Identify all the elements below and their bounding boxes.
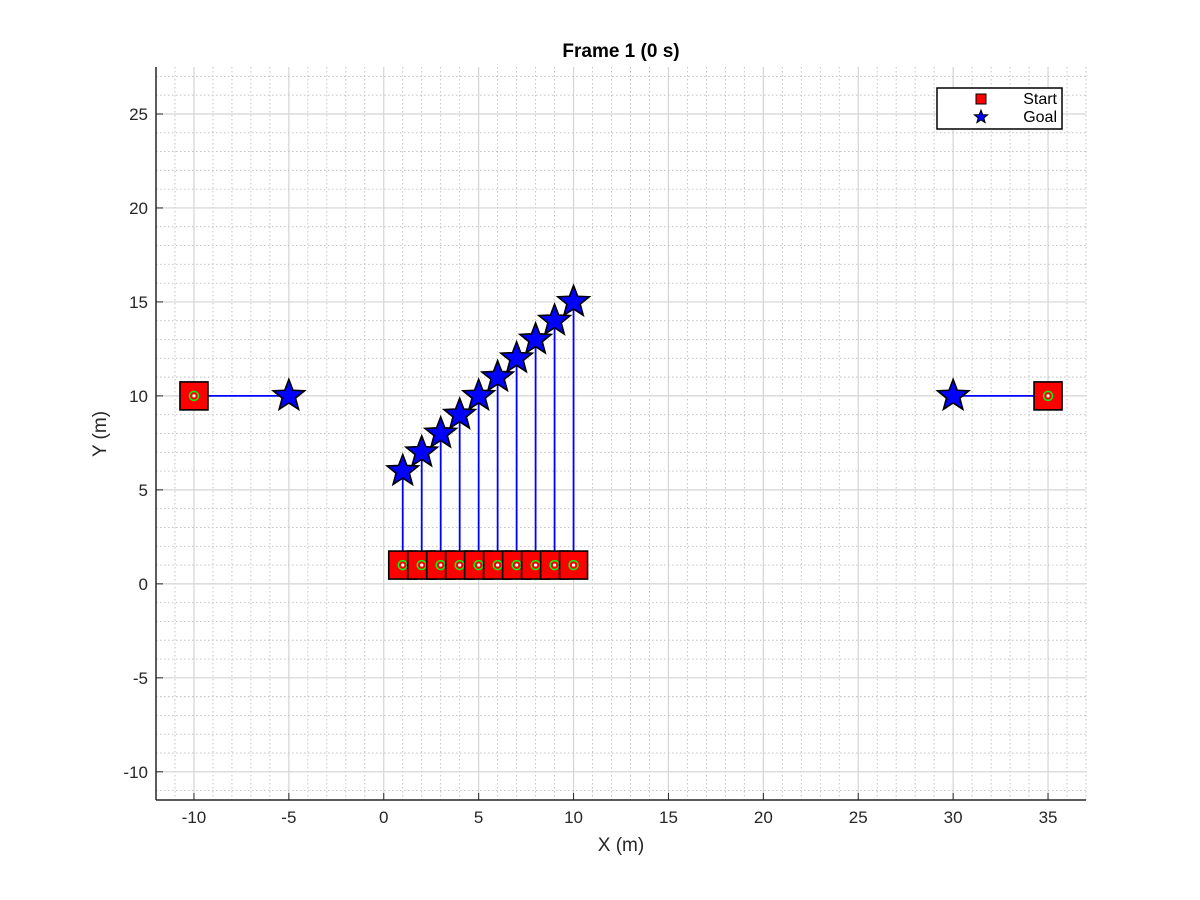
y-tick-label: 20: [129, 199, 148, 218]
legend-start-marker: [975, 93, 987, 105]
goal-marker: [479, 358, 516, 393]
goal-marker: [441, 395, 478, 430]
goal-marker: [935, 377, 971, 412]
legend: Start Goal: [936, 87, 1063, 130]
y-tick-label: -10: [123, 763, 148, 782]
x-tick-label: 25: [849, 808, 868, 827]
agent-dot: [458, 563, 462, 567]
goal-marker: [422, 414, 459, 449]
y-tick-label: 0: [139, 575, 148, 594]
axes-lines: [155, 67, 1086, 801]
agent-ring: [188, 390, 200, 402]
chart-title: Frame 1 (0 s): [562, 41, 679, 62]
x-tick-label: -5: [281, 808, 296, 827]
y-tick-label: 15: [129, 293, 148, 312]
agent-dot: [496, 563, 500, 567]
agent-ring: [568, 559, 579, 571]
legend-box: [936, 87, 1063, 130]
goal-marker: [384, 452, 421, 487]
x-tick-label: 0: [379, 808, 388, 827]
goal-marker: [403, 433, 440, 468]
x-tick-label: 30: [944, 808, 963, 827]
agent-dot: [477, 563, 481, 567]
agent-dot: [533, 563, 538, 567]
legend-goal-label: Goal: [1023, 109, 1057, 126]
y-axis-label: Y (m): [90, 411, 111, 457]
x-tick-label: 15: [659, 808, 678, 827]
x-tick-label: 5: [474, 808, 483, 827]
goal-marker: [271, 377, 307, 412]
x-tick-label: 10: [564, 808, 583, 827]
y-tick-label: 25: [129, 105, 148, 124]
x-axis-label: X (m): [598, 835, 644, 856]
goal-marker: [536, 301, 573, 336]
path-lines: [193, 301, 1049, 566]
agent-dot: [571, 563, 576, 567]
legend-goal-marker: [973, 108, 989, 124]
agent-dot: [420, 563, 424, 567]
x-tick-label: 35: [1039, 808, 1058, 827]
x-tick-label: 20: [754, 808, 773, 827]
goal-marker: [498, 339, 535, 374]
agent-dot: [515, 563, 519, 567]
agent-ring: [1042, 390, 1054, 402]
goal-marker: [555, 283, 592, 318]
agent-dot: [552, 563, 557, 567]
grid-lines: [155, 67, 1087, 800]
agent-dot: [192, 394, 196, 398]
start-markers: [179, 381, 1063, 580]
y-tick-label: 10: [129, 387, 148, 406]
agent-dot: [439, 563, 443, 567]
agent-dot: [1046, 394, 1050, 398]
goal-marker: [460, 377, 497, 412]
y-tick-label: 5: [139, 481, 148, 500]
legend-start-label: Start: [1023, 91, 1057, 108]
agent-dot: [401, 563, 405, 567]
y-tick-label: -5: [133, 669, 148, 688]
goal-markers: [271, 283, 971, 487]
goal-marker: [517, 320, 554, 355]
x-tick-label: -10: [182, 808, 207, 827]
tick-labels: -10 -5 0 5 10 15 20 25 30 35 -10 -5 0 5 10 15 20 25: [123, 105, 1057, 827]
